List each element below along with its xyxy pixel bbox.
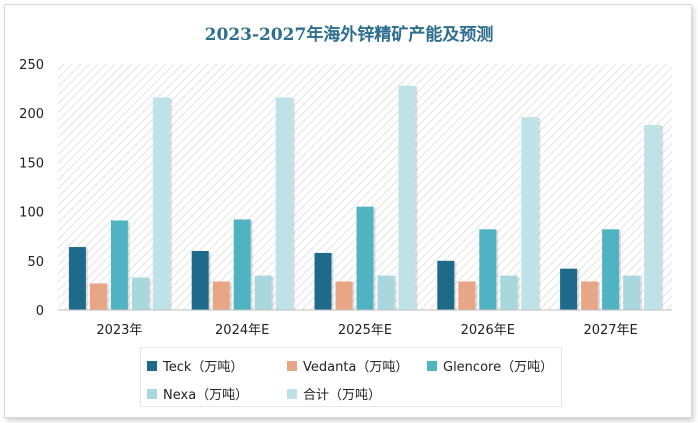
x-axis: 2023年 2024年E 2025年E 2026年E 2027年E: [96, 323, 637, 338]
bar: [458, 281, 476, 310]
x-tick-label: 2027年E: [583, 323, 637, 338]
bar: [314, 252, 332, 310]
bar: [356, 206, 374, 310]
bar: [131, 277, 149, 310]
legend-item-teck: Teck（万吨）: [147, 356, 243, 375]
legend-swatch: [287, 360, 297, 371]
y-tick-label: 100: [19, 206, 44, 221]
bar: [398, 85, 416, 310]
bar: [68, 247, 86, 310]
y-tick-label: 150: [19, 156, 44, 171]
y-axis: 0 50 100 150 200 250: [19, 58, 44, 319]
bar: [110, 220, 128, 310]
bar: [560, 268, 578, 310]
chart-title: 2023-2027年海外锌精矿产能及预测: [204, 25, 494, 45]
bar-group: [68, 85, 664, 311]
legend-item-total: 合计（万吨）: [287, 384, 381, 403]
x-tick-label: 2023年: [96, 323, 142, 338]
legend-item-nexa: Nexa（万吨）: [147, 384, 248, 403]
legend-label: Nexa（万吨）: [163, 388, 249, 403]
y-tick-label: 250: [19, 58, 44, 73]
x-tick-label: 2025年E: [338, 323, 392, 338]
bar: [275, 97, 293, 311]
bar: [233, 219, 251, 310]
legend-swatch: [147, 388, 157, 399]
bar: [500, 275, 518, 310]
legend-label: 合计（万吨）: [303, 388, 382, 403]
y-tick-label: 0: [36, 304, 44, 319]
bar: [623, 275, 641, 310]
legend-swatch: [427, 360, 437, 371]
x-tick-label: 2026年E: [461, 323, 515, 338]
bar: [581, 281, 599, 310]
bar: [152, 97, 170, 311]
legend-label: Glencore（万吨）: [443, 360, 554, 375]
legend-swatch: [287, 388, 297, 399]
bar: [335, 281, 353, 310]
bar: [521, 117, 539, 310]
bar: [437, 260, 455, 310]
legend-label: Vedanta（万吨）: [303, 360, 409, 375]
bar: [377, 275, 395, 310]
bar: [479, 229, 497, 310]
bar: [602, 229, 620, 310]
bar: [191, 250, 209, 310]
legend-item-vedanta: Vedanta（万吨）: [287, 356, 408, 375]
bar: [212, 281, 230, 310]
bar: [89, 283, 107, 310]
y-tick-label: 200: [19, 107, 44, 122]
legend-swatch: [147, 360, 157, 371]
y-tick-label: 50: [27, 255, 44, 270]
bar: [254, 275, 272, 310]
legend: Teck（万吨） Vedanta（万吨） Glencore（万吨） Nexa（万…: [140, 347, 562, 407]
legend-item-glencore: Glencore（万吨）: [427, 356, 553, 375]
bar: [644, 125, 662, 311]
x-tick-label: 2024年E: [215, 323, 269, 338]
legend-label: Teck（万吨）: [163, 360, 244, 375]
